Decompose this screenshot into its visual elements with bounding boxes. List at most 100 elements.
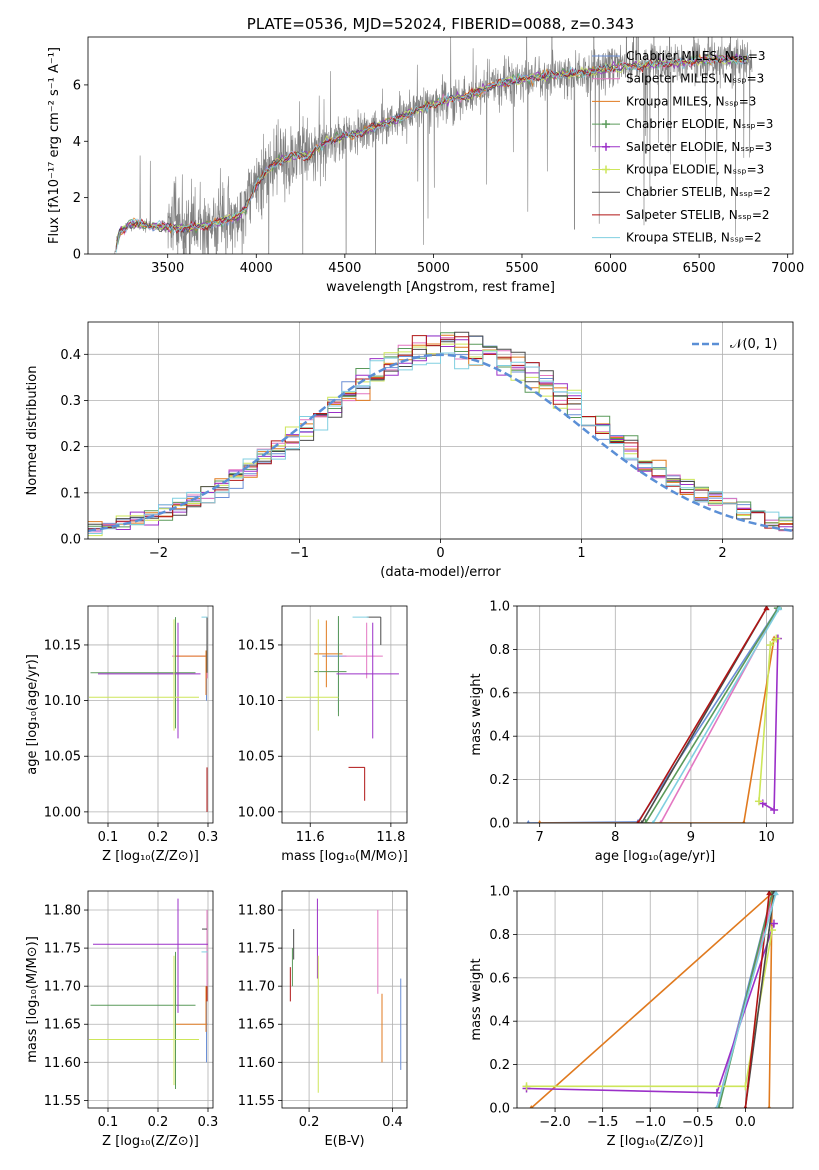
x-tick-label: 11.6 (296, 830, 325, 845)
y-axis-label: mass [log₁₀(M/M⊙)] (25, 936, 40, 1063)
weight-line (539, 638, 775, 823)
plot-area (89, 616, 208, 812)
y-tick-label: 0.2 (489, 1058, 510, 1073)
weight-series (754, 634, 781, 806)
y-axis-label: age [log₁₀(age/yr)] (25, 654, 40, 775)
errorbar-point (172, 622, 208, 679)
weight-marker (529, 1105, 534, 1108)
errorbar-point (336, 622, 399, 739)
weight-marker (639, 820, 644, 823)
y-tick-label: 0.3 (60, 394, 81, 409)
y-tick-label: 0.4 (60, 348, 81, 363)
x-tick-label: 10 (758, 830, 775, 845)
panel-mass-vs-EBV: 0.2 0.4 11.55 11.60 11.65 11.70 11.75 11.80 E(B-… (238, 890, 408, 1149)
residual-histogram (88, 350, 793, 534)
y-tick-label: 0.6 (489, 686, 510, 701)
legend: 𝒩(0, 1) (692, 337, 777, 352)
x-axis-label: Z [log₁₀(Z/Z⊙)] (102, 849, 199, 864)
axes-frame (281, 605, 408, 824)
plot-area (88, 331, 793, 537)
weight-line (718, 893, 773, 1108)
y-tick-label: 11.80 (238, 904, 275, 919)
y-tick-label: 10.05 (238, 750, 275, 765)
x-tick-label: 9 (687, 830, 695, 845)
y-tick-label: 2 (73, 191, 81, 206)
x-tick-label: −1.0 (634, 1115, 666, 1130)
panel-spectrum: 3500 4000 4500 5000 5500 6000 6500 7000 0 2 4 6 wave… (47, 15, 804, 295)
y-tick-label: 0.6 (489, 971, 510, 986)
x-tick-label: 2 (718, 546, 726, 561)
panel-age-vs-Z: 0.1 0.2 0.3 10.00 10.05 10.10 10.15 Z [log₁₀(Z/… (25, 605, 219, 864)
y-tick-label: 10.15 (238, 638, 275, 653)
y-tick-label: 0.2 (489, 773, 510, 788)
weight-line (644, 607, 779, 823)
legend-label: Kroupa ELODIE, Nₛₛₚ=3 (626, 163, 764, 177)
panel-weight-vs-Z: −2.0 −1.5 −1.0 −0.5 0.0 0.0 0.2 0.4 0.6 0.8 1.0 Z [… (469, 885, 794, 1149)
x-tick-label: 0 (436, 546, 444, 561)
x-tick-label: 0.2 (148, 1115, 169, 1130)
normal-curve (88, 353, 793, 533)
y-tick-label: 0.8 (489, 928, 510, 943)
axes-frame (281, 890, 408, 1109)
y-tick-label: 11.70 (44, 980, 81, 995)
y-tick-label: 10.00 (44, 805, 81, 820)
legend-label: 𝒩(0, 1) (730, 337, 777, 352)
errorbar-point (176, 986, 207, 1032)
errorbar-point (342, 622, 383, 679)
y-tick-label: 1.0 (489, 885, 510, 900)
y-tick-label: 10.15 (44, 638, 81, 653)
y-tick-label: 0.0 (489, 1102, 510, 1117)
y-tick-label: 11.60 (44, 1056, 81, 1071)
x-tick-label: 0.4 (382, 1115, 403, 1130)
plot-area (522, 891, 779, 1108)
residual-histogram (88, 331, 793, 531)
y-tick-label: 0.2 (60, 440, 81, 455)
y-tick-label: 0.8 (489, 643, 510, 658)
x-tick-label: 5000 (417, 261, 450, 276)
observed-spectrum (114, 37, 753, 254)
panel-weight-vs-age: 7 8 9 10 0.0 0.2 0.4 0.6 0.8 1.0 age [log₁₀(age/yr… (469, 600, 794, 864)
weight-series (526, 606, 781, 823)
plot-area (114, 37, 753, 254)
weight-line (530, 891, 773, 1108)
weight-series (743, 891, 773, 1108)
y-tick-label: 11.60 (238, 1056, 275, 1071)
weight-marker (526, 820, 531, 823)
x-tick-label: 0.1 (98, 1115, 119, 1130)
x-tick-label: 6500 (683, 261, 716, 276)
x-tick-label: 7000 (771, 261, 804, 276)
legend-label: Kroupa MILES, Nₛₛₚ=3 (626, 94, 756, 108)
x-tick-label: 0.3 (198, 830, 219, 845)
x-tick-label: 7 (536, 830, 544, 845)
errorbar-point (93, 898, 208, 1013)
model-spectrum (115, 53, 749, 253)
errorbar-point (314, 620, 343, 688)
y-tick-label: 0.1 (60, 486, 81, 501)
weight-marker (651, 820, 655, 823)
errorbar-point (90, 951, 196, 1089)
errorbar-point (89, 955, 199, 1086)
y-tick-label: 11.75 (238, 942, 275, 957)
weight-marker (715, 1105, 719, 1108)
weight-marker (636, 820, 640, 823)
y-tick-label: 10.05 (44, 750, 81, 765)
x-tick-label: 0.0 (735, 1115, 756, 1130)
plot-area (286, 616, 399, 801)
y-tick-label: 0.0 (60, 533, 81, 548)
legend-label: Salpeter STELIB, Nₛₛₚ=2 (626, 208, 770, 222)
weight-series (529, 891, 776, 1108)
axes-frame (516, 605, 794, 824)
x-tick-label: 3500 (151, 261, 184, 276)
weight-line (528, 607, 779, 823)
x-tick-label: 8 (611, 830, 619, 845)
legend-label: Chabrier ELODIE, Nₛₛₚ=3 (626, 117, 773, 131)
chart-title: PLATE=0536, MJD=52024, FIBERID=0088, z=0… (247, 15, 634, 33)
x-tick-label: 6000 (594, 261, 627, 276)
axes-frame (87, 890, 214, 1109)
weight-marker (772, 891, 779, 896)
axes-frame (87, 605, 214, 824)
y-axis-label: mass weight (469, 673, 484, 755)
x-axis-label: wavelength [Angstrom, rest frame] (326, 280, 555, 295)
errorbar-point (98, 622, 201, 739)
legend-label: Chabrier STELIB, Nₛₛₚ=2 (626, 185, 771, 199)
